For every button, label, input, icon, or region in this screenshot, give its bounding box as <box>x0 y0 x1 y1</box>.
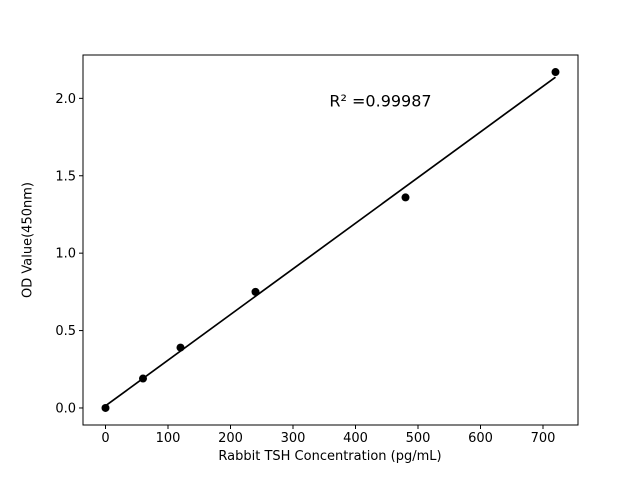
x-tick-label: 300 <box>281 431 306 446</box>
data-point <box>176 343 185 352</box>
x-tick-label: 600 <box>468 431 493 446</box>
data-point <box>551 68 560 77</box>
x-tick-label: 700 <box>531 431 556 446</box>
x-tick-label: 100 <box>156 431 181 446</box>
y-tick-label: 1.0 <box>55 247 76 262</box>
x-tick-label: 500 <box>406 431 431 446</box>
r-squared-annotation: R² =0.99987 <box>329 91 432 111</box>
x-axis-label: Rabbit TSH Concentration (pg/mL) <box>218 449 442 464</box>
data-point <box>101 403 110 412</box>
x-tick-label: 0 <box>101 431 109 446</box>
data-point <box>401 193 410 202</box>
data-point <box>139 374 147 383</box>
y-axis-label: OD Value(450nm) <box>20 182 36 298</box>
x-tick-label: 200 <box>218 431 243 446</box>
y-tick-label: 1.5 <box>55 169 76 184</box>
y-tick-label: 2.0 <box>55 92 76 107</box>
plot-frame <box>82 54 579 426</box>
y-tick-label: 0.0 <box>55 401 76 416</box>
x-tick-label: 400 <box>343 431 368 446</box>
data-point <box>251 287 260 296</box>
y-tick-label: 0.5 <box>55 324 76 339</box>
fit-line <box>104 76 557 407</box>
